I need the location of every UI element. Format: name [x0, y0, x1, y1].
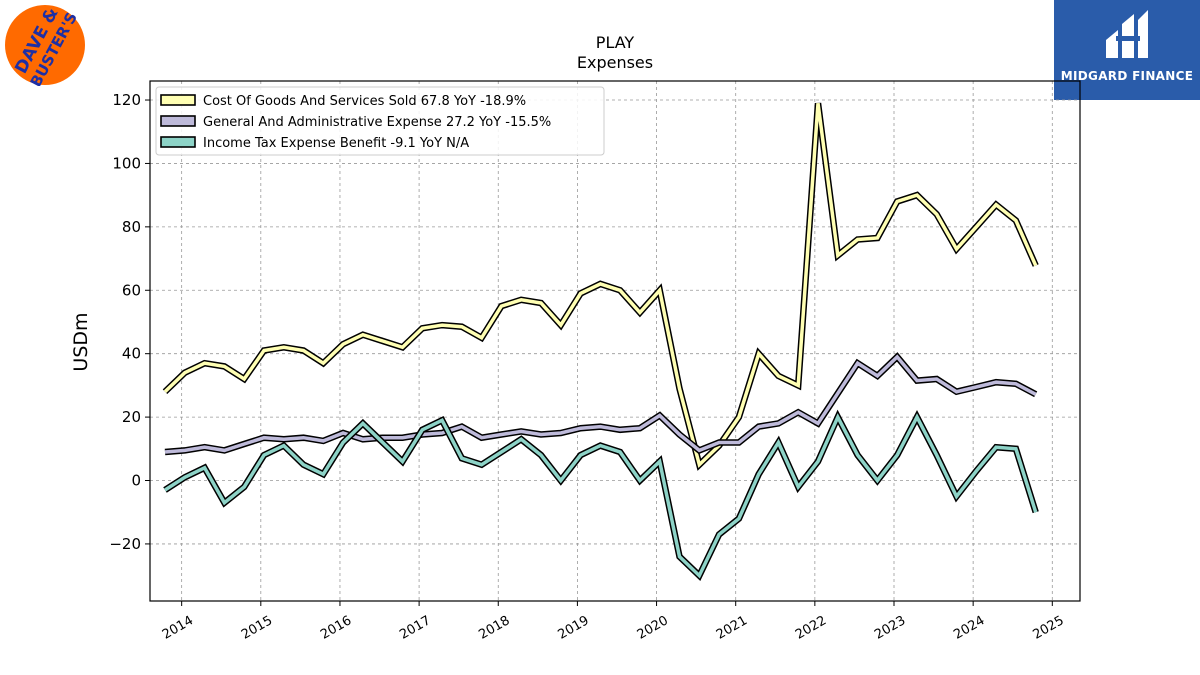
legend: Cost Of Goods And Services Sold 67.8 YoY… — [155, 86, 605, 156]
plot-frame — [149, 80, 1081, 602]
y-tick-label: −20 — [109, 535, 141, 553]
x-tick-label: 2022 — [793, 613, 829, 643]
x-tick-label: 2017 — [397, 613, 433, 643]
legend-box — [155, 86, 605, 156]
chart-subtitle: Expenses — [577, 53, 653, 72]
midgard-emblem-icon — [1106, 10, 1148, 58]
series-line-3 — [163, 409, 1039, 582]
x-tick-label: 2018 — [476, 613, 512, 643]
y-tick-label: 40 — [122, 345, 141, 363]
x-tick-label: 2025 — [1030, 613, 1066, 643]
series-line-1 — [162, 102, 1039, 471]
y-tick-label: 0 — [131, 472, 141, 490]
logo-circle — [5, 5, 85, 85]
grid — [150, 81, 1080, 601]
y-tick-label: 60 — [122, 281, 141, 299]
y-tick-label: 120 — [112, 91, 141, 109]
legend-label: Income Tax Expense Benefit -9.1 YoY N/A — [203, 136, 469, 151]
x-axis: 2014 2015 2016 2017 2018 2019 2020 2021 2022 2023… — [160, 601, 1067, 643]
legend-swatch — [160, 94, 196, 106]
series-path — [164, 413, 1038, 579]
y-tick-label: 80 — [122, 218, 141, 236]
series-path — [163, 102, 1038, 469]
x-tick-label: 2014 — [160, 613, 196, 643]
y-axis: −20 0 20 40 60 80 100 120 — [109, 91, 150, 553]
x-tick-label: 2020 — [635, 613, 671, 643]
legend-swatch — [160, 136, 196, 148]
series-path — [164, 354, 1037, 454]
x-tick-label: 2015 — [239, 613, 275, 643]
chart-title: PLAY — [596, 33, 635, 52]
x-tick-label: 2016 — [318, 613, 354, 643]
x-tick-label: 2023 — [872, 613, 908, 643]
legend-swatch — [160, 115, 196, 127]
y-tick-label: 100 — [112, 154, 141, 172]
series-line-2 — [164, 352, 1038, 456]
company-logo: DAVE & BUSTER'S — [5, 4, 85, 86]
y-axis-label: USDm — [70, 312, 92, 371]
legend-label: General And Administrative Expense 27.2 … — [203, 115, 551, 130]
midgard-finance-logo: MIDGARD FINANCE — [1054, 0, 1200, 100]
y-tick-label: 20 — [122, 408, 141, 426]
legend-label: Cost Of Goods And Services Sold 67.8 YoY… — [203, 94, 526, 109]
series-lines — [162, 102, 1039, 582]
midgard-brand-text: MIDGARD FINANCE — [1060, 69, 1194, 83]
x-tick-label: 2019 — [556, 613, 592, 643]
x-tick-label: 2021 — [714, 613, 750, 643]
x-tick-label: 2024 — [951, 613, 987, 643]
